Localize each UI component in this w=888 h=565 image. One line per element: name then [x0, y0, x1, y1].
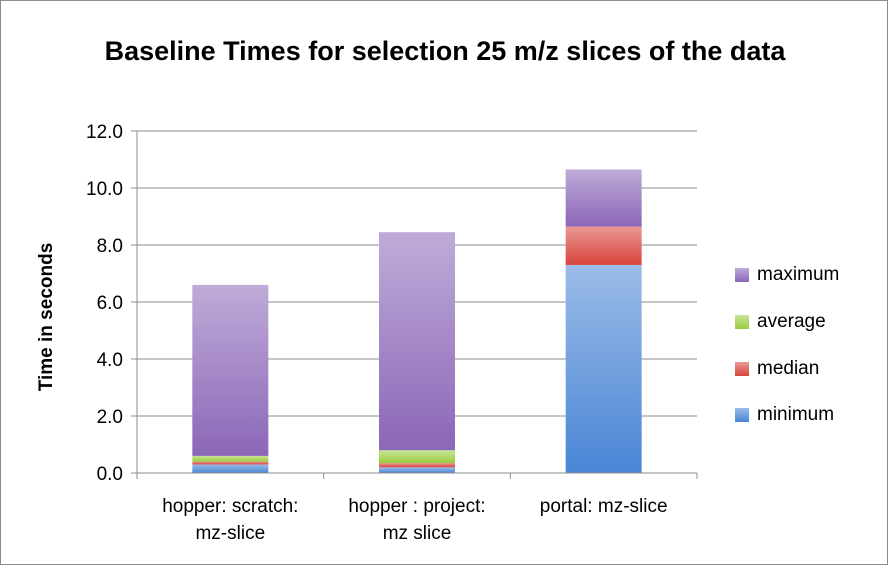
- legend-label: median: [757, 357, 820, 379]
- x-category-label-line: hopper : project:: [348, 496, 486, 517]
- legend-label: minimum: [757, 404, 835, 426]
- y-tick-label: 12.0: [86, 122, 123, 143]
- y-axis-label: Time in seconds: [36, 243, 57, 392]
- legend-swatch: [735, 268, 749, 283]
- bar-maximum: [379, 232, 455, 451]
- y-tick-label: 2.0: [97, 407, 123, 428]
- x-category-label-line: hopper: scratch:: [162, 496, 299, 517]
- legend-item-average: average: [735, 299, 839, 346]
- y-tick-label: 4.0: [97, 350, 123, 371]
- legend-swatch: [735, 361, 749, 376]
- legend-item-maximum: maximum: [735, 252, 839, 299]
- bar-median: [565, 226, 642, 265]
- legend: maximum average median minimum: [735, 252, 839, 439]
- bar-median: [192, 461, 269, 465]
- legend-label: maximum: [757, 264, 840, 286]
- bar-minimum: [565, 264, 642, 473]
- y-tick-label: 0.0: [97, 464, 123, 485]
- legend-item-minimum: minimum: [735, 392, 839, 439]
- x-category-label-line: mz slice: [382, 523, 452, 544]
- bar-maximum: [192, 284, 269, 456]
- y-tick-label: 6.0: [97, 293, 123, 314]
- x-category-label-line: portal: mz-slice: [539, 496, 668, 517]
- legend-item-median: median: [735, 345, 839, 392]
- y-tick-label: 10.0: [86, 179, 123, 200]
- x-category-label: hopper : project: mz slice: [327, 493, 507, 547]
- bar-minimum: [192, 464, 269, 473]
- legend-swatch: [735, 408, 749, 423]
- x-category-label: portal: mz-slice: [514, 493, 694, 520]
- bar-median: [379, 463, 455, 468]
- bar-average: [379, 450, 455, 464]
- y-tick-label: 8.0: [97, 236, 123, 257]
- x-category-label-line: mz-slice: [195, 523, 266, 544]
- legend-swatch: [735, 315, 749, 330]
- chart-title: Baseline Times for selection 25 m/z slic…: [104, 36, 786, 66]
- bar-minimum: [379, 467, 455, 473]
- bar-average: [192, 455, 269, 462]
- legend-label: average: [757, 311, 826, 333]
- x-category-label: hopper: scratch: mz-slice: [140, 493, 320, 547]
- bar-maximum: [565, 169, 642, 227]
